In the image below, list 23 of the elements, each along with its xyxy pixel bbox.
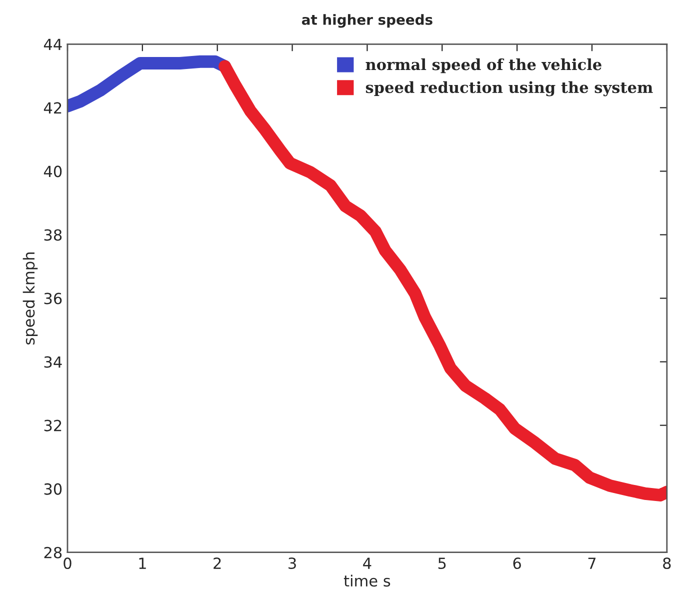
x-tick-label: 1: [139, 558, 146, 569]
y-tick-label: 36: [44, 292, 62, 304]
x-tick-label: 8: [663, 557, 671, 570]
x-tick-label: 0: [64, 557, 72, 570]
y-tick-label: 34: [44, 356, 62, 368]
x-axis-title: time s: [344, 574, 390, 587]
y-tick-label: 30: [44, 483, 62, 495]
x-tick-label: 6: [513, 557, 521, 570]
y-axis-title: speed kmph: [22, 252, 38, 344]
y-tick-label: 28: [44, 546, 62, 558]
legend-label: normal speed of the vehicle: [366, 58, 602, 74]
y-tick-label: 44: [44, 38, 62, 50]
chart-title: at higher speeds: [302, 14, 432, 28]
y-tick-label: 32: [44, 420, 62, 432]
y-tick-label: 40: [44, 166, 62, 178]
y-tick-label: 42: [44, 102, 62, 114]
x-tick-label: 5: [438, 558, 446, 570]
x-tick-label: 3: [288, 557, 296, 570]
legend-label: speed reduction using the system: [366, 81, 653, 96]
x-tick-label: 2: [214, 557, 221, 569]
y-tick-label: 38: [44, 229, 62, 241]
x-tick-label: 4: [363, 558, 372, 569]
x-tick-label: 7: [588, 558, 596, 569]
